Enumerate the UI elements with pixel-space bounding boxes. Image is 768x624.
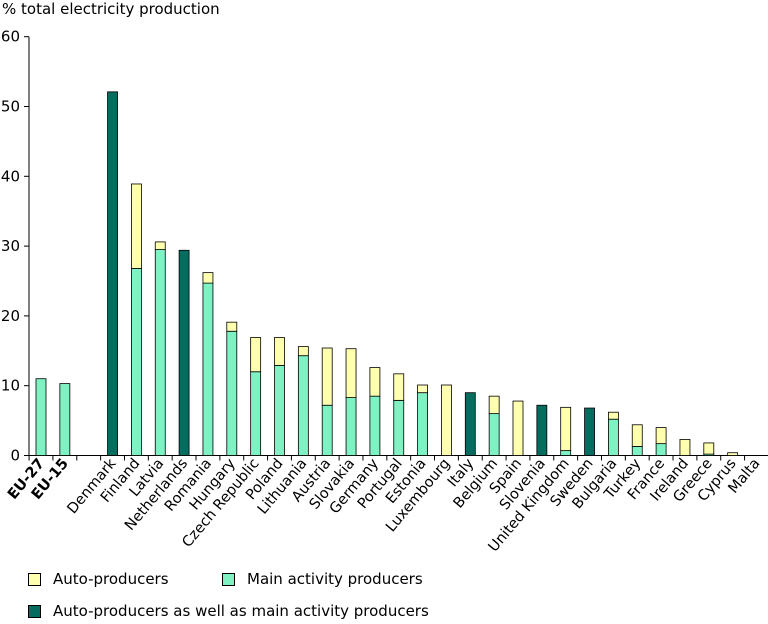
bar-segment <box>274 365 285 456</box>
y-axis-label: % total electricity production <box>2 0 220 18</box>
bar-segment <box>488 413 500 456</box>
bar-segment <box>250 371 262 456</box>
bar-segment <box>154 241 166 250</box>
bars <box>35 91 739 456</box>
bar-segment <box>345 397 357 456</box>
bar-segment <box>202 282 214 456</box>
bar-segment <box>297 355 309 456</box>
bar-segment <box>393 373 405 401</box>
bar-segment <box>321 347 333 406</box>
bar-segment <box>202 272 214 284</box>
y-tick-label: 60 <box>1 28 20 46</box>
bar-segment <box>536 404 548 456</box>
y-tick-label: 40 <box>1 167 20 185</box>
bar-segment <box>130 268 142 456</box>
category-labels: EU-27EU-15DenmarkFinlandLatviaNetherland… <box>5 455 764 555</box>
bar-segment <box>369 395 381 456</box>
bar-segment <box>154 249 166 456</box>
bar-segment <box>345 348 357 398</box>
bar-segment <box>727 452 739 456</box>
bar-segment <box>655 443 667 456</box>
bar-segment <box>464 392 476 456</box>
bar-segment <box>297 346 309 357</box>
bar-segment <box>560 406 572 452</box>
bar-segment <box>226 321 238 332</box>
bar-segment <box>608 411 619 420</box>
bar-segment <box>369 367 381 397</box>
bar-segment <box>417 392 429 456</box>
y-tick-label: 50 <box>1 98 20 116</box>
bar-segment <box>655 427 667 445</box>
y-tick-label: 30 <box>1 237 20 255</box>
bar-segment <box>274 337 285 366</box>
bar-segment <box>488 395 500 415</box>
y-tick-label: 10 <box>1 377 20 395</box>
bar-segment <box>250 337 262 373</box>
bar-segment <box>226 330 238 456</box>
bar-segment <box>631 446 643 456</box>
bar-segment <box>107 91 118 456</box>
y-tick-label: 20 <box>1 307 20 325</box>
bar-segment <box>441 384 452 456</box>
y-tick-label: 0 <box>10 447 20 465</box>
bar-segment <box>178 249 190 456</box>
bar-segment <box>393 399 405 456</box>
axes: 0 10 20 30 40 50 60 <box>1 28 768 465</box>
bar-segment <box>512 400 524 456</box>
bar-segment <box>679 439 691 456</box>
bar-segment <box>59 383 71 456</box>
bar-segment <box>703 442 715 455</box>
bar-segment <box>631 424 643 447</box>
bar-segment <box>35 378 47 456</box>
bar-segment <box>417 384 429 394</box>
bar-segment <box>608 418 619 456</box>
bar-segment <box>584 407 595 456</box>
bar-segment <box>560 450 572 456</box>
bar-segment <box>321 404 333 456</box>
bar-segment <box>130 183 142 269</box>
